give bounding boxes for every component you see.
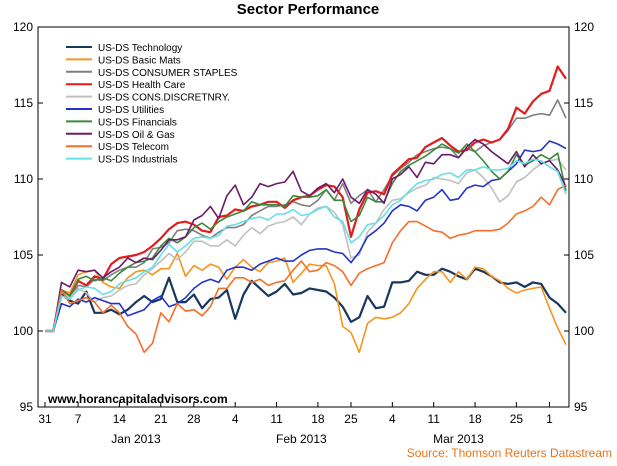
chart-title: Sector Performance bbox=[237, 1, 380, 18]
x-axis: 31 7 14 21 28 4 11 18 25 4 11 18 25 1 Jan 2013 Feb 2013… bbox=[38, 402, 553, 446]
series-line-us-ds-consumer-staples bbox=[45, 99, 567, 332]
series-layer bbox=[45, 65, 567, 354]
x-tick-label: 4 bbox=[389, 412, 396, 426]
x-tick-label: 21 bbox=[154, 412, 168, 426]
x-tick-label: 25 bbox=[344, 412, 358, 426]
series-line-us-ds-oil-gas bbox=[45, 138, 567, 332]
y-tick-label-left: 120 bbox=[13, 20, 33, 34]
x-tick-label: 11 bbox=[427, 412, 440, 426]
series-line-us-ds-industrials bbox=[45, 158, 567, 332]
y-tick-label-right: 95 bbox=[574, 400, 588, 414]
x-tick-label: 18 bbox=[468, 412, 482, 426]
x-tick-label: 31 bbox=[38, 412, 52, 426]
x-month-label: Feb 2013 bbox=[276, 432, 327, 446]
legend-label: US-DS Financials bbox=[98, 117, 177, 128]
series-line-us-ds-utilities bbox=[45, 140, 567, 332]
legend-label: US-DS CONS.DISCRETNRY. bbox=[98, 93, 230, 104]
series-line-us-ds-technology bbox=[45, 267, 567, 333]
legend-label: US-DS Oil & Gas bbox=[98, 130, 175, 141]
x-tick-label: 28 bbox=[187, 412, 201, 426]
x-tick-label: 14 bbox=[113, 412, 127, 426]
legend-label: US-DS Technology bbox=[98, 43, 182, 54]
x-month-label: Mar 2013 bbox=[433, 432, 484, 446]
y-tick-label-left: 110 bbox=[14, 172, 33, 186]
y-tick-label-right: 105 bbox=[574, 248, 594, 262]
legend-label: US-DS Industrials bbox=[98, 155, 177, 166]
x-tick-label: 18 bbox=[311, 412, 325, 426]
y-tick-label-left: 100 bbox=[13, 324, 33, 338]
x-tick-label: 4 bbox=[232, 412, 239, 426]
y-tick-label-left: 105 bbox=[13, 248, 33, 262]
series-line-us-ds-financials bbox=[45, 143, 567, 332]
legend-label: US-DS Health Care bbox=[98, 80, 186, 91]
series-line-us-ds-cons-discretnry- bbox=[45, 158, 567, 332]
y-tick-label-right: 100 bbox=[574, 324, 594, 338]
x-month-label: Jan 2013 bbox=[111, 432, 161, 446]
y-axis-right: 95 100 105 110 115 120 bbox=[564, 20, 594, 414]
source-note: Source: Thomson Reuters Datastream bbox=[407, 446, 612, 460]
legend-label: US-DS CONSUMER STAPLES bbox=[98, 68, 238, 79]
y-axis-left: 95 100 105 110 115 120 bbox=[13, 20, 43, 414]
x-tick-label: 25 bbox=[510, 412, 524, 426]
watermark-text: www.horancapitaladvisors.com bbox=[47, 392, 228, 406]
y-tick-label-left: 115 bbox=[14, 96, 33, 110]
x-tick-label: 7 bbox=[75, 412, 82, 426]
series-line-us-ds-basic-mats bbox=[45, 252, 567, 354]
x-tick-label: 1 bbox=[546, 412, 553, 426]
legend-label: US-DS Utilities bbox=[98, 105, 164, 116]
y-tick-label-right: 120 bbox=[574, 20, 594, 34]
legend-label: US-DS Basic Mats bbox=[98, 55, 181, 66]
y-tick-label-right: 115 bbox=[574, 96, 593, 110]
legend-label: US-DS Telecom bbox=[98, 142, 169, 153]
y-tick-label-left: 95 bbox=[20, 400, 34, 414]
plot-frame bbox=[37, 26, 570, 408]
series-line-us-ds-telecom bbox=[45, 184, 567, 354]
x-tick-label: 11 bbox=[270, 412, 283, 426]
y-tick-label-right: 110 bbox=[574, 172, 593, 186]
